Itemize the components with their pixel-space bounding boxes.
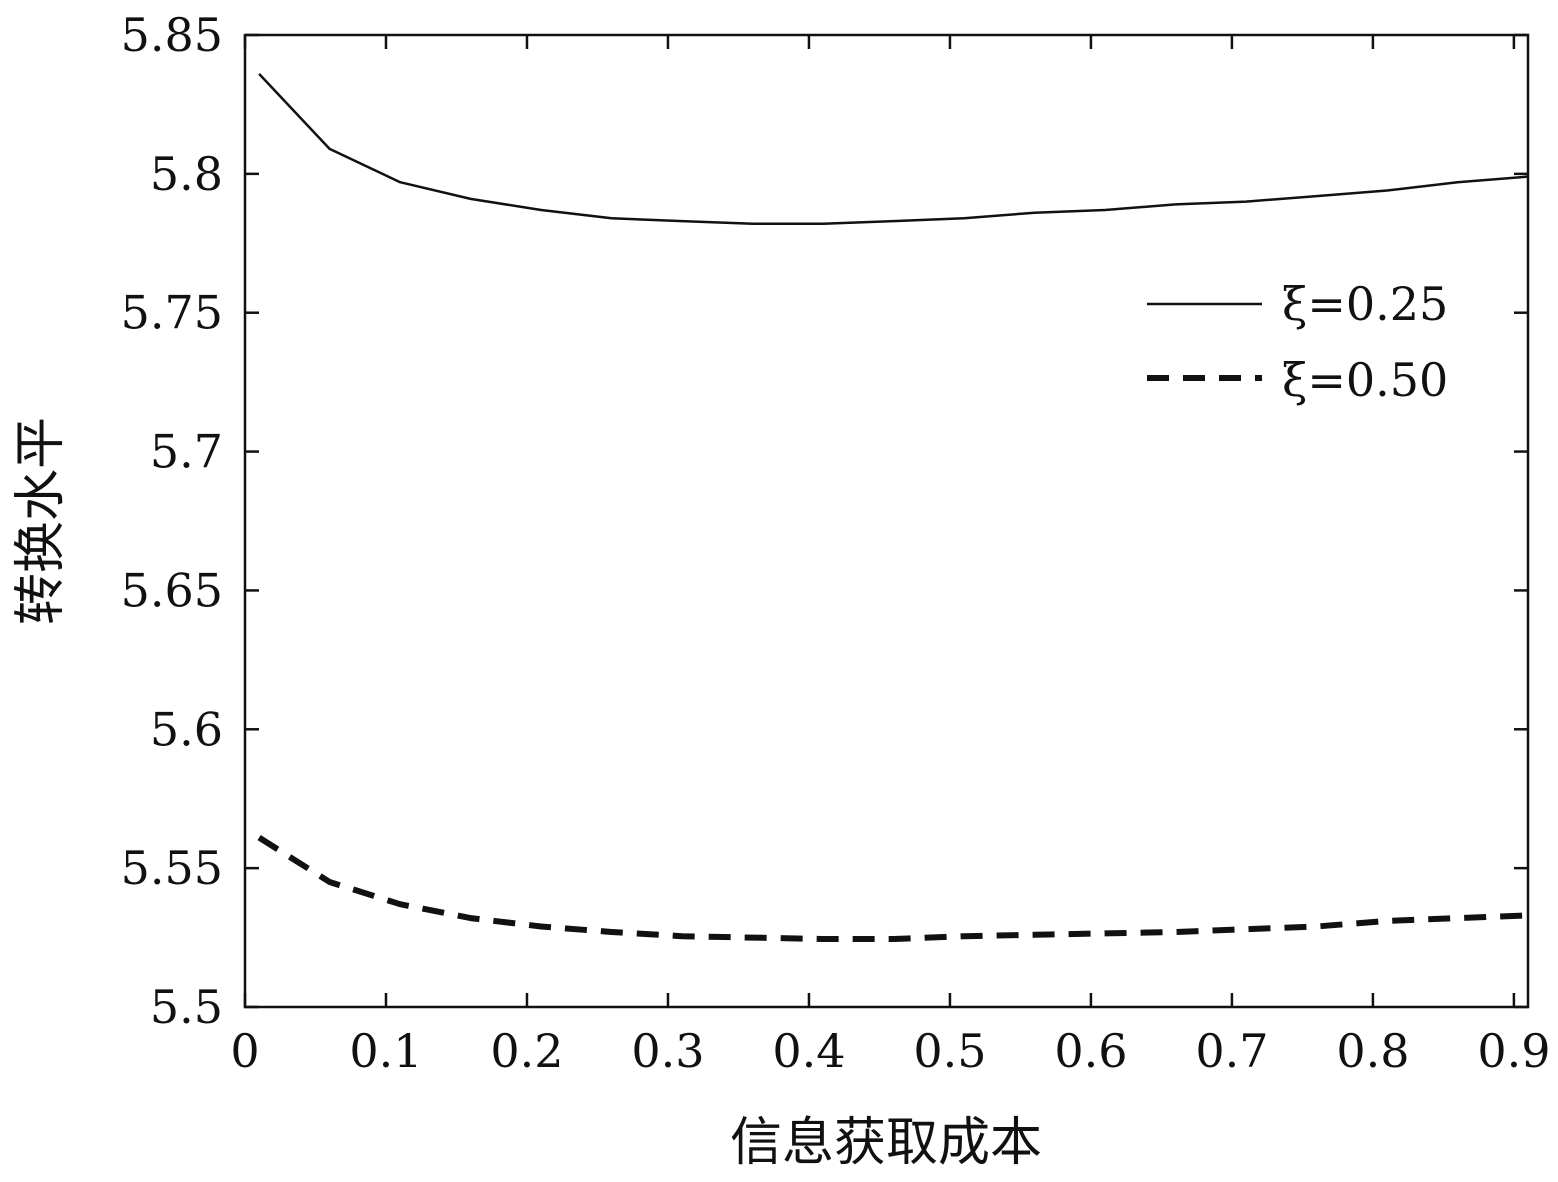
y-tick-label: 5.55 — [121, 841, 223, 895]
series-line-solid — [259, 74, 1528, 224]
x-tick-label: 0.4 — [772, 1024, 845, 1078]
x-tick-label: 0.3 — [631, 1024, 704, 1078]
y-tick-label: 5.75 — [121, 286, 223, 340]
y-tick-label: 5.5 — [150, 980, 223, 1034]
x-tick-label: 0 — [230, 1024, 259, 1078]
y-tick-label: 5.8 — [150, 147, 223, 201]
x-tick-label: 0.7 — [1195, 1024, 1268, 1078]
y-tick-label: 5.85 — [121, 8, 223, 62]
axis-ticks: 0 0.1 0.2 0.3 0.4 0.5 0.6 0.7 0.8 0.9 5.5 5.55 5.6 5.… — [121, 8, 1551, 1078]
series-line-dashed — [259, 838, 1528, 939]
y-tick-label: 5.65 — [121, 563, 223, 617]
x-tick-label: 0.1 — [349, 1024, 422, 1078]
legend: ξ=0.25 ξ=0.50 — [1147, 277, 1448, 407]
y-tick-label: 5.7 — [150, 425, 223, 479]
x-tick-label: 0.9 — [1477, 1024, 1550, 1078]
x-axis-title: 信息获取成本 — [730, 1113, 1042, 1173]
y-axis-title: 转换水平 — [11, 417, 71, 625]
x-tick-label: 0.8 — [1336, 1024, 1409, 1078]
x-tick-label: 0.6 — [1054, 1024, 1127, 1078]
legend-label-0: ξ=0.25 — [1282, 277, 1448, 331]
y-tick-label: 5.6 — [150, 702, 223, 756]
legend-label-1: ξ=0.50 — [1282, 353, 1448, 407]
series-group — [259, 74, 1528, 939]
x-tick-label: 0.5 — [913, 1024, 986, 1078]
plot-frame — [245, 35, 1528, 1007]
x-tick-label: 0.2 — [490, 1024, 563, 1078]
